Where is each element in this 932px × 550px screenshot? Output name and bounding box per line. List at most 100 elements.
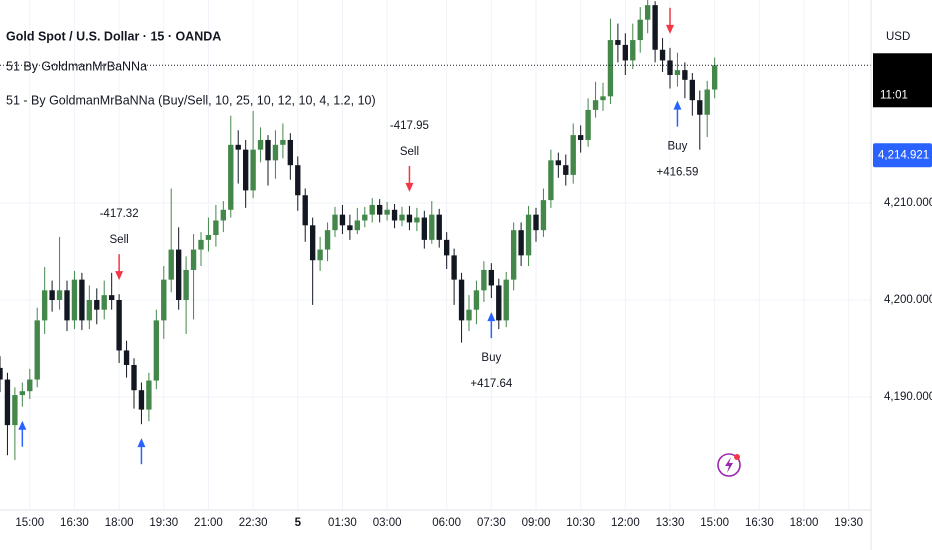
x-tick-label: 03:00 (373, 517, 402, 529)
candle-body (637, 19, 643, 41)
candle-body (175, 249, 182, 301)
x-tick-label: 06:00 (432, 517, 461, 529)
candle-body (533, 214, 539, 231)
candle-body (615, 40, 621, 45)
candle-body (235, 144, 241, 150)
alert-dot (734, 454, 740, 460)
currency: USD (886, 31, 910, 43)
candle-body (64, 290, 70, 321)
plot (0, 0, 871, 465)
signal-label: +417.64 (470, 378, 512, 390)
candle-body (198, 239, 204, 250)
x-tick-label: 19:30 (834, 517, 863, 529)
x-tick-label: 10:30 (566, 517, 595, 529)
candle-body (667, 60, 673, 75)
alert-icon[interactable] (717, 453, 741, 477)
x-tick-label: 16:30 (745, 517, 774, 529)
candle-body (79, 279, 85, 321)
sell-arrow-head (666, 24, 674, 34)
candle-body (481, 269, 487, 291)
x-tick-label: 01:30 (328, 517, 357, 529)
buy-arrow-head (18, 420, 27, 430)
x-tick-label: 19:30 (149, 517, 178, 529)
x-tick-label: 22:30 (239, 517, 268, 529)
candle-body (183, 269, 189, 301)
candle-body (265, 139, 271, 161)
candle-body (161, 279, 167, 321)
candle-body (190, 249, 197, 270)
candle-body (607, 40, 614, 97)
candle-body (250, 149, 256, 191)
candle-body (525, 214, 532, 256)
x-tick-label: 15:00 (15, 517, 44, 529)
candle-body (168, 249, 174, 280)
signal-label: Buy (668, 141, 688, 153)
candle-body (652, 5, 658, 50)
candle-body (56, 290, 63, 301)
candle-body (146, 380, 152, 410)
x-tick-label: 18:00 (790, 517, 819, 529)
signal-label: Sell (400, 146, 419, 158)
candle-body (496, 285, 502, 321)
candle-body (34, 320, 40, 380)
candle-body (503, 279, 509, 321)
y-tick-label: 4,200.000 (884, 294, 932, 306)
candle-body (86, 300, 93, 321)
candle-body (384, 209, 390, 215)
marker-price-box (873, 143, 932, 168)
candle-body (436, 214, 442, 240)
candle-body (540, 200, 547, 231)
candle-body (592, 100, 599, 110)
candle-body (369, 204, 375, 215)
candle-body (644, 5, 651, 20)
candle-body (630, 40, 636, 61)
candle-body (108, 295, 115, 301)
candle-body (570, 135, 576, 175)
x-tick-label: 12:00 (611, 517, 640, 529)
indicator-full: 51 - By GoldmanMrBaNNa (Buy/Sell, 10, 25… (6, 93, 376, 107)
candle-body (101, 295, 107, 310)
candle-body (414, 217, 420, 223)
alert-bolt (725, 457, 733, 473)
candle-body (510, 230, 517, 280)
y-tick-label: 4,190.000 (884, 391, 932, 403)
candle-body (391, 209, 398, 221)
candle-body (27, 379, 33, 392)
signal-label: Buy (481, 352, 501, 364)
candle-body (272, 144, 279, 161)
candle-body (317, 249, 323, 261)
chart-title: Gold Spot / U.S. Dollar · 15 · OANDA (6, 29, 221, 43)
candle-body (94, 300, 100, 310)
candle-body (354, 220, 361, 231)
last-price-box (873, 53, 932, 108)
candle-body (131, 364, 137, 391)
candle-body (563, 165, 569, 175)
candle-body (600, 96, 606, 101)
y-tick-label: 4,210.000 (884, 197, 932, 209)
x-tick-label: 09:00 (522, 517, 551, 529)
candle-body (451, 255, 457, 280)
candle-body (4, 379, 11, 426)
candle-body (697, 100, 703, 115)
candle-body (659, 49, 666, 61)
signal-label: -417.32 (100, 208, 139, 220)
candle-body (49, 290, 55, 301)
candle-body (704, 89, 710, 115)
candle-body (421, 217, 428, 240)
candle-body (577, 135, 584, 140)
candle-body (41, 290, 48, 321)
candle-body (429, 214, 435, 240)
signal-label: -417.95 (390, 120, 429, 132)
buy-arrow-head (673, 100, 682, 110)
candle-body (622, 44, 629, 61)
candle-body (0, 367, 3, 380)
x-tick-label: 13:30 (656, 517, 685, 529)
candle-body (295, 165, 301, 196)
candle-body (123, 350, 130, 365)
candle-body (689, 79, 696, 101)
sell-arrow-head (115, 271, 124, 281)
candle-body (19, 391, 26, 396)
candle-body (585, 109, 591, 140)
candle-body (406, 214, 413, 223)
